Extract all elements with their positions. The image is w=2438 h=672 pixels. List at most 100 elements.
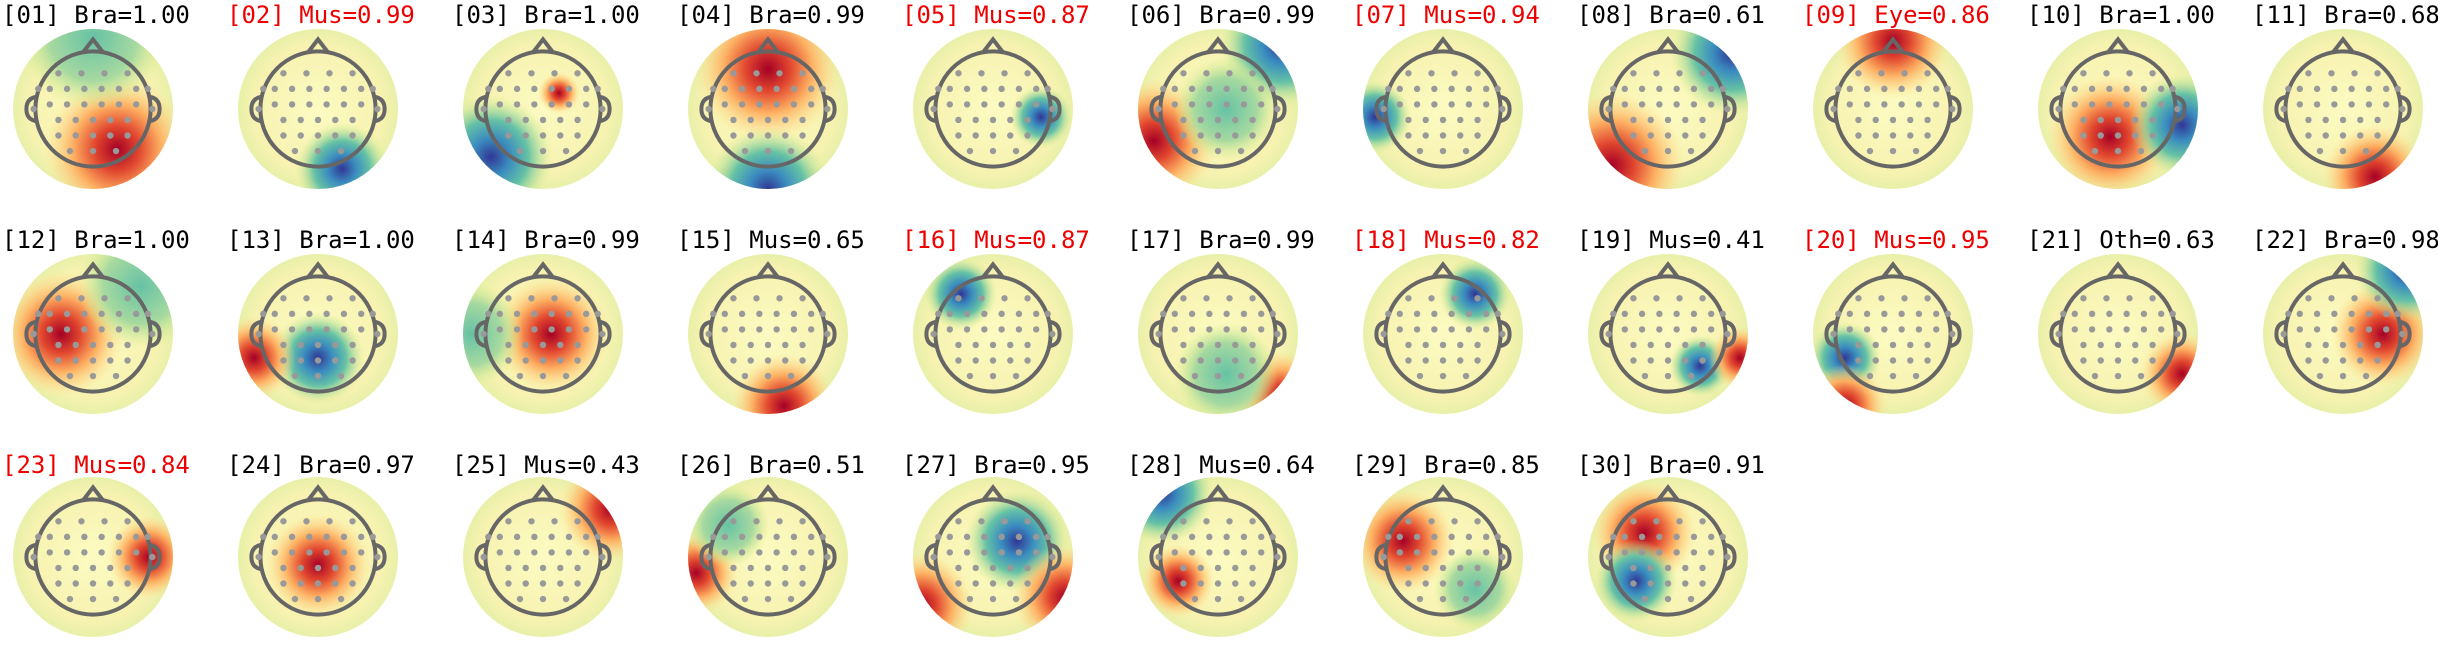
electrode [2158,85,2165,93]
electrode [1687,372,1695,380]
electrode [2383,85,2390,93]
electrode [565,85,573,93]
electrode [1630,70,1637,77]
electrode [1405,341,1412,349]
ear-left [24,543,36,571]
electrode [1024,295,1031,302]
electrode [2106,310,2113,318]
electrode [1708,326,1715,333]
electrode [594,85,601,93]
electrode [1457,116,1464,124]
ear-left [1599,320,1611,348]
electrode [2399,105,2406,113]
electrode [1483,326,1490,333]
electrode [1699,295,1706,302]
electrode [1605,553,1612,561]
electrode [1197,116,1204,124]
electrode [1682,564,1689,572]
electrode [1912,147,1920,155]
electrode [1258,101,1265,108]
electrode [255,553,262,561]
electrode [1724,330,1731,338]
electrode [149,553,156,561]
electrode [1878,295,1885,302]
electrode [1474,295,1481,302]
electrode [46,326,53,333]
electrode [776,70,783,77]
electrode [46,533,53,541]
electrode [89,341,97,349]
electrode [1422,357,1429,364]
electrode [144,533,151,541]
electrode [1719,85,1726,93]
electrode [1907,357,1914,364]
activation-blob [538,72,580,114]
electrode [1708,101,1715,108]
topomap [688,254,848,414]
electrode [2339,132,2347,139]
electrode [291,372,299,380]
electrode [101,295,108,302]
electrode [705,105,712,113]
electrode [1673,549,1680,556]
nose [756,261,780,279]
electrode [747,357,754,364]
electrode [730,580,737,587]
electrode [332,564,339,572]
electrode [1405,70,1412,77]
electrode [35,533,42,541]
electrode [280,116,287,124]
electrode [1901,70,1908,77]
electrode [358,326,365,333]
electrode [280,357,287,364]
electrode [98,549,105,556]
electrode [1621,85,1629,93]
ear-left [2049,95,2061,123]
electrode [2080,70,2087,77]
electrode [981,326,988,333]
electrode [963,533,971,541]
electrode [1457,564,1464,572]
electrode [1465,549,1473,556]
electrode [271,549,278,556]
electrode [72,564,79,572]
electrode [1405,564,1412,572]
electrode [1621,310,1629,318]
ear-right [2175,95,2187,123]
ear-right [375,95,387,123]
electrode [2149,70,2156,77]
electrode [1214,580,1222,587]
electrode [314,595,322,603]
electrode [1889,372,1897,380]
electrode [705,330,712,338]
activation-blob [238,316,296,400]
electrode [1621,101,1629,108]
electrode [2097,357,2104,364]
electrode [824,330,831,338]
electrode [808,533,815,541]
electrode [1462,372,1470,380]
electrode [271,101,278,108]
electrode [1237,372,1245,380]
electrode [741,147,749,155]
electrode [1223,310,1230,318]
electrode [2374,341,2381,349]
electrode [280,132,287,139]
electrode [1258,533,1265,541]
activation-blob [463,94,554,189]
electrode [332,132,339,139]
electrode [799,70,806,77]
topomap [13,477,173,637]
electrode [819,310,826,318]
electrode [297,132,304,139]
electrode [981,533,988,541]
electrode [548,101,555,108]
electrode [2097,132,2104,139]
electrode [2305,70,2312,77]
ear-right [150,95,162,123]
electrode [1188,549,1196,556]
electrode [1656,101,1663,108]
electrode [562,372,570,380]
electrode [730,295,737,302]
electrode [2305,116,2312,124]
